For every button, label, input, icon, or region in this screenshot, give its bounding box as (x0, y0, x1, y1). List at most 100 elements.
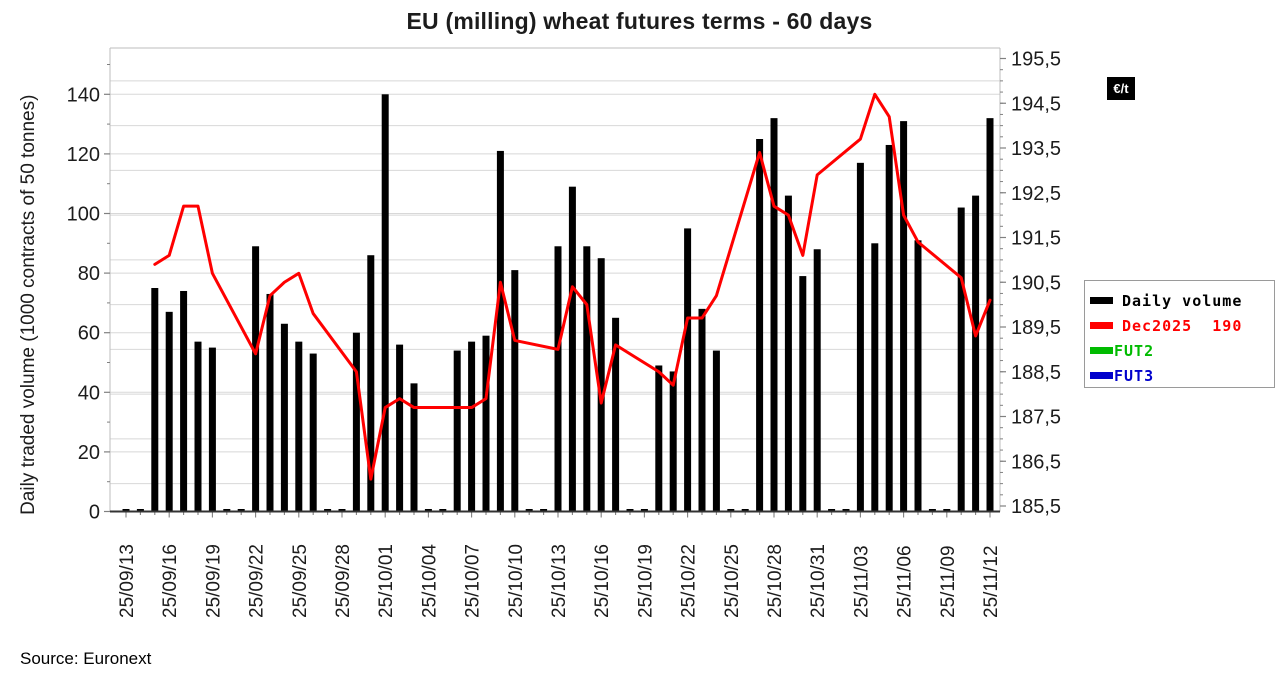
volume-bar (194, 341, 202, 512)
x-tick-label: 25/11/09 (938, 545, 959, 618)
x-tick-label: 25/09/25 (290, 544, 311, 618)
y-left-tick-label: 120 (67, 144, 100, 166)
x-tick-label: 25/10/28 (765, 544, 786, 618)
legend-item-daily-volume: Daily volume (1085, 288, 1274, 313)
y-right-tick-label: 188,5 (1011, 362, 1061, 384)
volume-bar (252, 246, 260, 512)
volume-bar (280, 323, 288, 512)
y-left-tick-label: 60 (78, 323, 100, 345)
source-note: Source: Euronext (20, 649, 152, 668)
volume-bar (223, 509, 231, 512)
volume-bar (756, 139, 764, 512)
volume-bar (928, 509, 936, 512)
x-tick-labels: 25/09/13 25/09/16 25/09/19 25/09/22 25/09/25… (117, 544, 1002, 618)
legend-swatch-fut3 (1090, 372, 1113, 379)
x-tick-label: 25/10/01 (376, 544, 397, 618)
volume-bar (122, 509, 130, 512)
y-right-tick-labels: 185,5 186,5 187,5 188,5 189,5 190,5 191,5 192,5… (1011, 49, 1061, 519)
volume-bar (424, 509, 432, 512)
volume-bar (208, 347, 216, 512)
x-tick-label: 25/09/22 (247, 544, 268, 618)
volume-bar (597, 258, 605, 512)
x-tick-label: 25/10/13 (549, 544, 570, 618)
y-right-tick-label: 195,5 (1011, 49, 1061, 71)
chart-title: EU (milling) wheat futures terms - 60 da… (406, 8, 873, 34)
volume-bar (410, 383, 418, 512)
volume-bar (626, 509, 634, 512)
volume-bar (684, 228, 692, 512)
x-tick-label: 25/09/28 (333, 544, 354, 618)
volume-bar (352, 332, 360, 512)
y-left-tick-label: 40 (78, 382, 100, 404)
volume-bar (338, 509, 346, 512)
legend-item-dec2025: Dec2025 190 (1085, 313, 1274, 338)
x-tick-label: 25/10/22 (679, 544, 700, 618)
volume-bar (554, 246, 562, 512)
volume-bar (943, 509, 951, 512)
legend-swatch-daily-volume (1090, 297, 1113, 304)
x-tick-label: 25/10/16 (592, 544, 613, 618)
volume-bar (568, 186, 576, 512)
x-tick-label: 25/11/12 (981, 545, 1002, 618)
x-tick-label: 25/09/16 (160, 544, 181, 618)
volume-bar (784, 195, 792, 512)
y-left-tick-label: 0 (89, 502, 100, 524)
chart-svg: 020406080100120140185,5186,5187,5188,518… (18, 47, 1061, 618)
volume-bar (842, 509, 850, 512)
volume-bar (828, 509, 836, 512)
volume-bar (885, 144, 893, 512)
x-tick-label: 25/10/07 (463, 544, 484, 618)
x-tick-label: 25/10/10 (506, 544, 527, 618)
price-line (153, 92, 992, 481)
volume-bar (295, 341, 303, 512)
volume-bar (741, 509, 749, 512)
volume-bar (957, 207, 965, 512)
y-right-tick-label: 191,5 (1011, 228, 1061, 250)
y-right-tick-label: 192,5 (1011, 183, 1061, 205)
x-tick-label: 25/09/13 (117, 544, 138, 618)
volume-bar (266, 293, 274, 512)
volume-bar (813, 249, 821, 512)
volume-bar (237, 509, 245, 512)
y-right-tick-label: 193,5 (1011, 138, 1061, 160)
x-tick-label: 25/10/04 (419, 544, 440, 618)
x-tick-label: 25/10/25 (722, 544, 743, 618)
volume-bar (540, 509, 548, 512)
x-tick-label: 25/10/31 (808, 544, 829, 618)
volume-bar (900, 121, 908, 512)
legend-swatch-fut2 (1090, 347, 1113, 354)
volume-bar (856, 162, 864, 512)
y-right-tick-label: 190,5 (1011, 272, 1061, 294)
x-tick-label: 25/11/06 (895, 545, 916, 618)
volume-bar (525, 509, 533, 512)
volume-bar (180, 290, 188, 512)
legend: Daily volume Dec2025 190 FUT2 FUT3 (1084, 280, 1275, 388)
volume-bar (151, 288, 159, 512)
y-right-tick-label: 194,5 (1011, 93, 1061, 115)
volume-bar (496, 150, 504, 512)
volume-bar (453, 350, 461, 512)
volume-bar (165, 311, 173, 512)
volume-bar (511, 270, 519, 512)
volume-bar (612, 317, 620, 512)
volume-bar (640, 509, 648, 512)
volume-bar (482, 335, 490, 512)
legend-label-fut3: FUT3 (1114, 366, 1155, 385)
y-left-tick-label: 100 (67, 204, 100, 226)
y-left-tick-labels: 0 20 40 60 80 100 120 140 (67, 84, 100, 523)
y-right-tick-label: 185,5 (1011, 496, 1061, 518)
x-tick-label: 25/09/19 (203, 544, 224, 618)
volume-bar (871, 243, 879, 512)
x-tick-label: 25/11/03 (851, 545, 872, 618)
legend-swatch-dec2025 (1090, 322, 1113, 329)
y-axis-title-left: Daily traded volume (1000 contracts of 5… (18, 95, 39, 515)
volume-bar (799, 276, 807, 512)
volume-bar (655, 365, 663, 512)
right-axis-unit-badge: €/t (1107, 77, 1135, 100)
volume-bar (972, 195, 980, 512)
legend-label-daily-volume: Daily volume (1122, 291, 1243, 310)
y-left-tick-label: 140 (67, 84, 100, 106)
volume-bar (986, 118, 994, 512)
volume-bar (914, 240, 922, 512)
